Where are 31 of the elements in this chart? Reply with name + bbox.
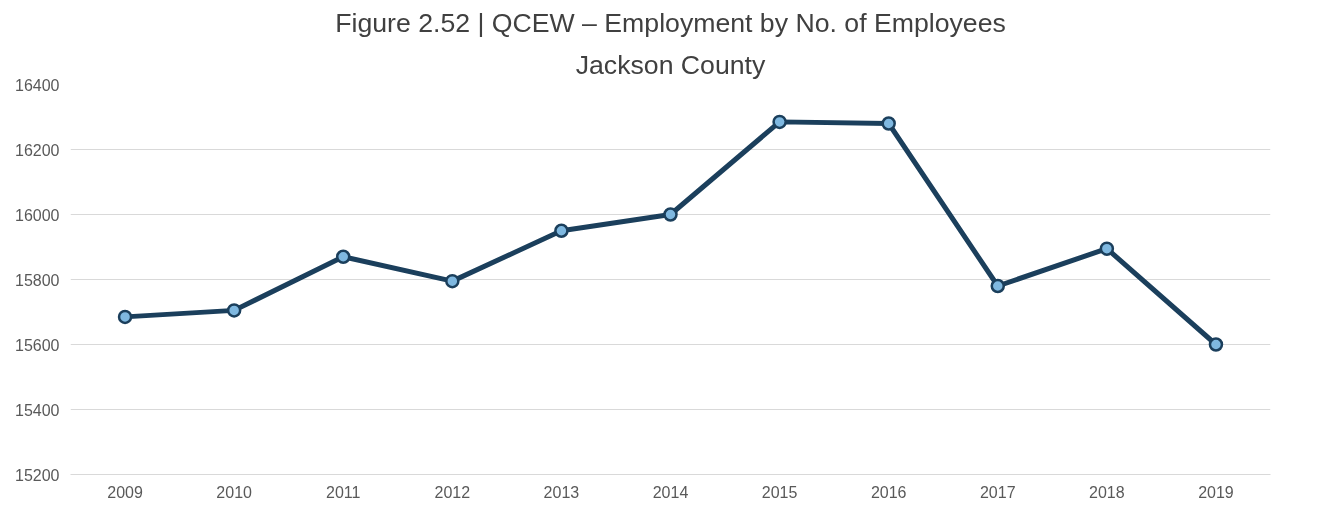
x-tick-label: 2014 (652, 483, 689, 501)
point (990, 278, 1006, 294)
x-tick-label: 2012 (434, 483, 471, 501)
point (1099, 241, 1115, 256)
y-tick-label: 15400 (15, 401, 60, 419)
x-tick-label: 2009 (107, 483, 143, 501)
x-tick-label: 2017 (979, 483, 1016, 501)
y-tick-label: 16200 (15, 141, 60, 159)
y-tick-label: 16000 (15, 206, 60, 224)
x-tick-label: 2018 (1089, 483, 1125, 501)
point (335, 249, 351, 264)
x-tick-label: 2019 (1198, 483, 1234, 501)
point (663, 207, 678, 222)
y-tick-label: 15600 (15, 336, 60, 354)
x-tick-label: 2013 (543, 483, 580, 501)
chart-subtitle: Jackson County (575, 49, 766, 80)
x-tick-label: 2010 (216, 483, 253, 501)
point (554, 223, 569, 238)
point (881, 116, 896, 131)
point (772, 114, 787, 130)
y-tick-label: 15800 (15, 271, 60, 289)
point (445, 273, 460, 289)
x-tick-label: 2016 (870, 483, 907, 501)
y-tick-label: 16400 (15, 76, 60, 94)
x-tick-label: 2015 (761, 483, 798, 501)
point (226, 303, 242, 318)
chart-title: Figure 2.52 | QCEW – Employment by No. of Employees (335, 7, 1006, 38)
y-tick-label: 15200 (15, 466, 60, 484)
point (117, 309, 133, 325)
x-tick-label: 2011 (326, 483, 361, 501)
point (1208, 337, 1224, 352)
